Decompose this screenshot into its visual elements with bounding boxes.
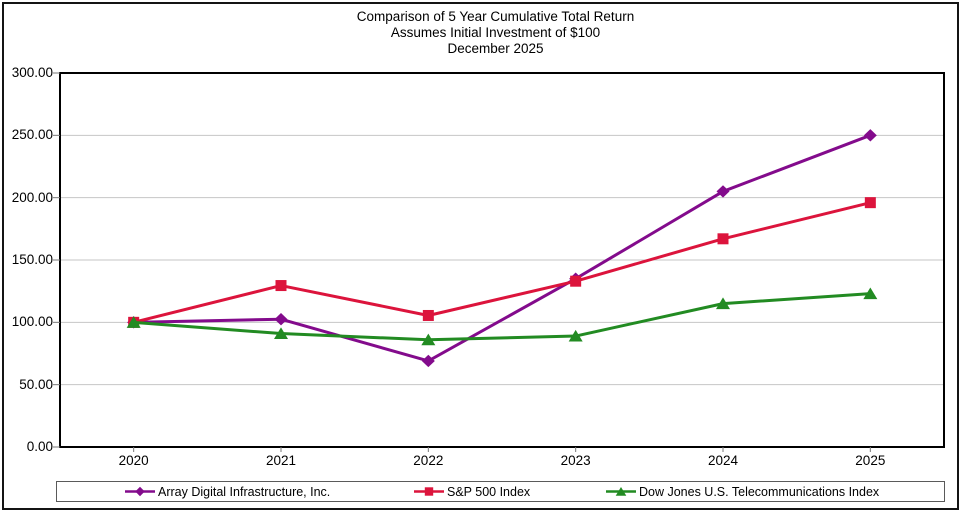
y-tick-label: 150.00 xyxy=(11,252,53,267)
triangle-marker-icon xyxy=(716,297,730,310)
series-line-0 xyxy=(133,133,871,363)
square-marker-icon xyxy=(717,233,729,245)
legend-entry: Array Digital Infrastructure, Inc. xyxy=(125,482,330,501)
chart-title-block: Comparison of 5 Year Cumulative Total Re… xyxy=(30,9,961,57)
x-tick-label: 2023 xyxy=(560,453,591,468)
x-tick-label: 2025 xyxy=(855,453,886,468)
x-tick-label: 2020 xyxy=(118,453,149,468)
diamond-legend-swatch-icon xyxy=(125,486,155,497)
x-tick-label: 2022 xyxy=(413,453,444,468)
triangle-legend-swatch-icon xyxy=(606,487,636,496)
square-marker-icon xyxy=(422,309,434,321)
x-tick-label: 2021 xyxy=(265,453,297,468)
chart-title-line1: Comparison of 5 Year Cumulative Total Re… xyxy=(356,9,635,24)
y-tick-label: 100.00 xyxy=(11,314,53,330)
chart-title-line2: Assumes Initial Investment of $100 xyxy=(390,25,601,40)
square-marker-icon xyxy=(570,275,582,287)
legend-entry: Dow Jones U.S. Telecommunications Index xyxy=(606,482,879,501)
y-tick-label: 50.00 xyxy=(19,376,53,392)
y-tick-label: 200.00 xyxy=(11,189,53,205)
triangle-marker-icon xyxy=(568,329,583,342)
triangle-marker-icon xyxy=(274,327,288,340)
square-legend-swatch-icon xyxy=(414,487,444,496)
diamond-marker-icon xyxy=(274,313,288,326)
y-tick-label: 250.00 xyxy=(11,127,53,143)
chart-title-line3: December 2025 xyxy=(447,41,544,56)
diamond-marker-icon xyxy=(421,354,435,368)
square-marker-icon xyxy=(275,280,287,292)
legend-label: S&P 500 Index xyxy=(447,484,531,499)
y-tick-label: 300.00 xyxy=(11,65,53,80)
legend-label: Array Digital Infrastructure, Inc. xyxy=(158,484,331,499)
x-tick-label: 2024 xyxy=(707,453,739,468)
y-tick-label: 0.00 xyxy=(26,439,53,454)
square-marker-icon xyxy=(424,487,434,496)
square-marker-icon xyxy=(864,197,876,209)
series-line-2 xyxy=(133,292,871,342)
diamond-marker-icon xyxy=(135,486,145,497)
series-line-1 xyxy=(133,201,871,324)
triangle-marker-icon xyxy=(863,287,878,300)
chart-legend: Array Digital Infrastructure, Inc. S&P 50… xyxy=(56,481,945,502)
triangle-marker-icon xyxy=(126,316,141,328)
triangle-marker-icon xyxy=(615,487,627,496)
diamond-marker-icon xyxy=(863,129,877,142)
triangle-marker-icon xyxy=(421,333,436,346)
diamond-marker-icon xyxy=(716,185,730,198)
legend-label: Dow Jones U.S. Telecommunications Index xyxy=(639,484,880,499)
legend-entry: S&P 500 Index xyxy=(414,482,530,501)
